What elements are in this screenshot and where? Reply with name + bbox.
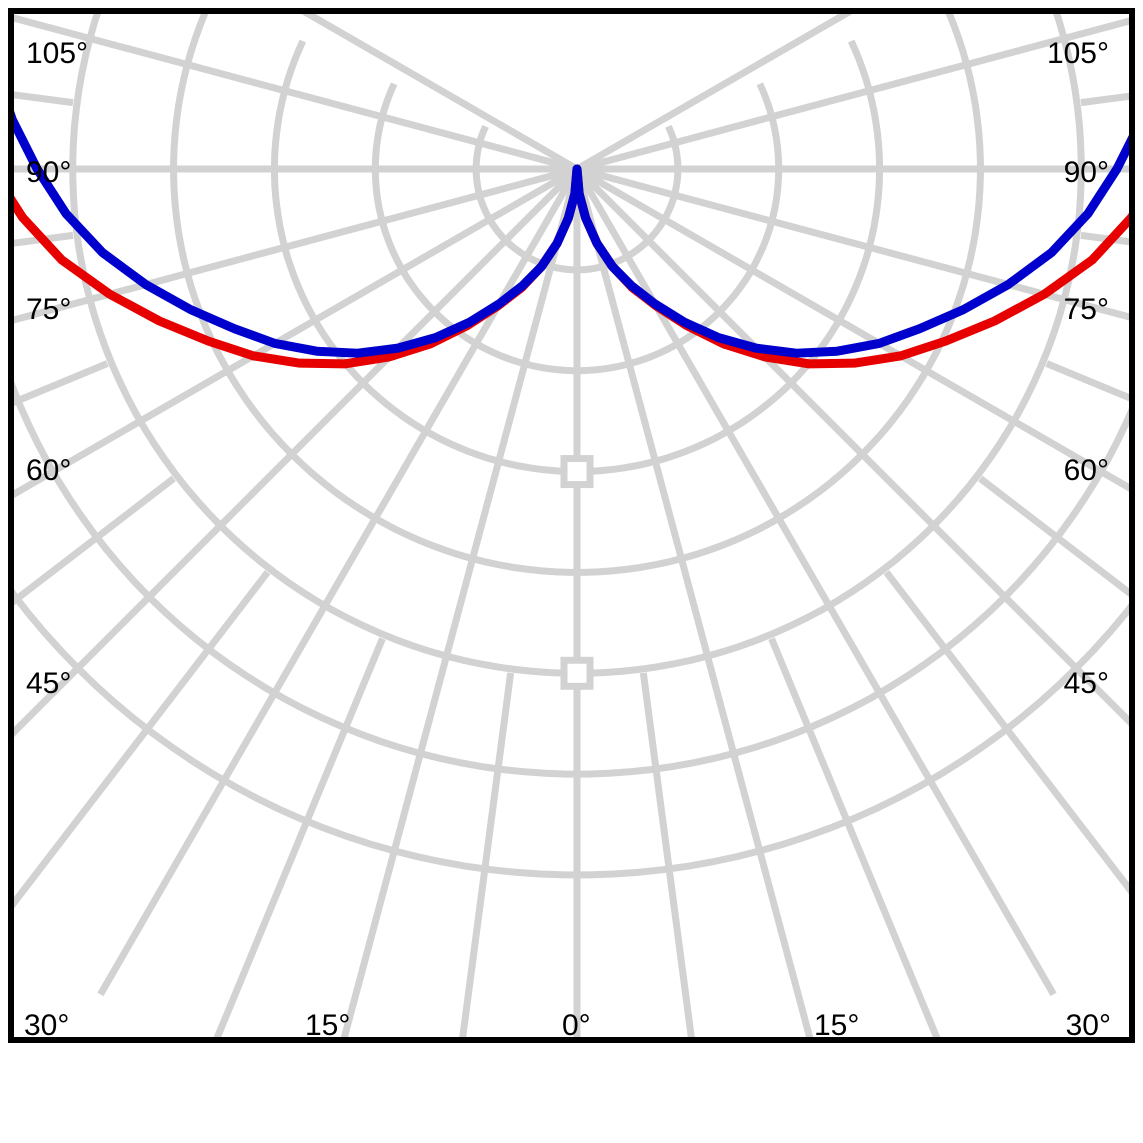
distribution-curves [14, 110, 1129, 369]
axis-label-left-60: 60° [26, 454, 72, 487]
grid-spoke-minor-22.5 [768, 637, 941, 1037]
axis-label-bottom-15-right: 15° [814, 1009, 860, 1042]
grid-spoke--45 [14, 166, 580, 737]
grid-spoke-120 [575, 14, 853, 173]
grid-spoke-minor-37.5 [883, 570, 1129, 895]
axis-label-left-45: 45° [26, 667, 72, 700]
axis-label-right-90: 90° [1063, 156, 1109, 189]
axis-label-right-75: 75° [1063, 293, 1109, 326]
grid-spoke-105 [576, 17, 1129, 173]
axis-label-left-30: 30° [24, 1009, 70, 1042]
grid-spoke--120 [301, 14, 579, 173]
grid-spoke-minor--37.5 [14, 570, 271, 909]
curve-c90-c270 [14, 110, 1129, 358]
grid-spoke-60 [575, 165, 1129, 492]
grid-spoke--15 [340, 168, 581, 1037]
axis-label-bottom-15-left: 15° [305, 1009, 351, 1042]
grid-spoke-minor--7.5 [459, 672, 515, 1037]
axis-label-bottom-0: 0° [562, 1009, 591, 1042]
grid-spoke-75 [576, 165, 1129, 321]
polar-plot-svg [14, 14, 1129, 1037]
plot-frame: 105° 90° 75° 60° 45° 30° 105° 90° 75° 60… [8, 8, 1135, 1043]
axis-label-left-75: 75° [26, 293, 72, 326]
grid-gap-marker-2 [560, 656, 594, 690]
grid-spoke-minor--67.5 [14, 360, 109, 406]
grid-spoke-45 [574, 166, 1129, 726]
axis-label-left-105: 105° [26, 37, 89, 70]
grid-spoke--105 [14, 14, 578, 173]
axis-label-right-30: 30° [1065, 1009, 1111, 1042]
grid-spoke-15 [573, 168, 814, 1037]
axis-label-left-90: 90° [26, 156, 72, 189]
axis-label-right-105: 105° [1046, 37, 1109, 70]
grid-spoke--75 [14, 165, 578, 324]
grid-ring-7 [14, 589, 1129, 879]
curve-c0-c180 [14, 164, 1129, 369]
axis-label-right-45: 45° [1063, 667, 1109, 700]
polar-grid [14, 14, 1129, 1037]
grid-spoke-minor-52.5 [978, 475, 1129, 597]
grid-spoke-minor-7.5 [639, 672, 695, 1037]
figure-footer: cd/klm η = 100% C0 - C180 C90 - C270 [0, 1043, 1143, 1143]
grid-spoke-minor--52.5 [14, 475, 176, 606]
grid-spoke--60 [14, 165, 579, 499]
grid-gap-marker-1 [560, 455, 594, 489]
grid-spoke-minor--22.5 [213, 637, 386, 1037]
axis-label-right-60: 60° [1063, 454, 1109, 487]
grid-spoke-minor-67.5 [1045, 360, 1129, 402]
